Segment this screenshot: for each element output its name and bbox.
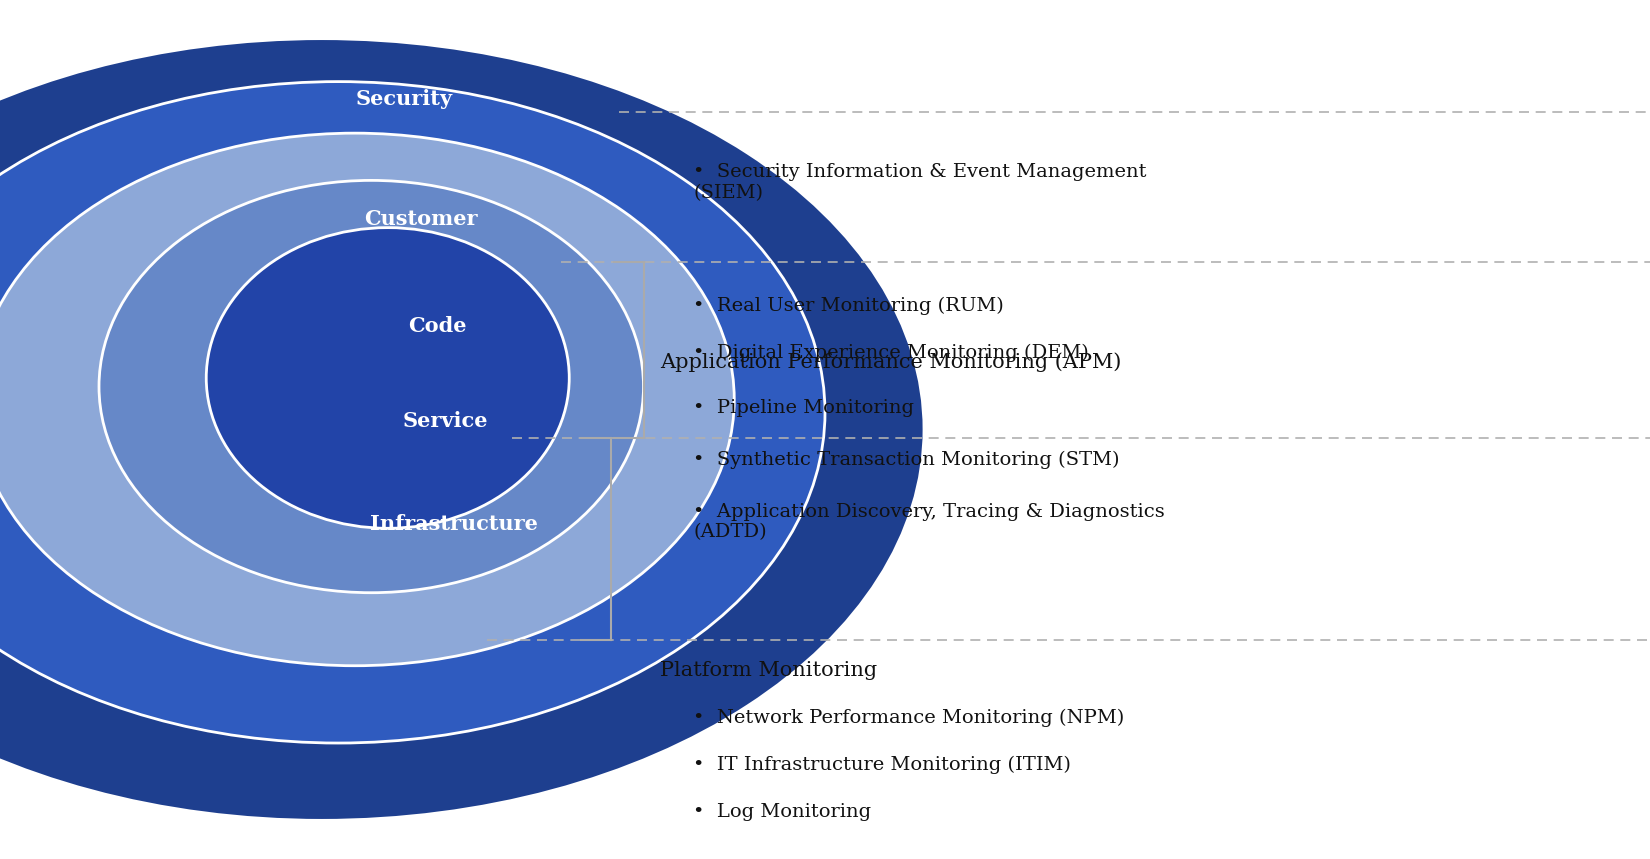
Text: •  Security Information & Event Management
(SIEM): • Security Information & Event Managemen…: [693, 163, 1147, 202]
Text: •  Application Discovery, Tracing & Diagnostics
(ADTD): • Application Discovery, Tracing & Diagn…: [693, 503, 1165, 541]
Ellipse shape: [99, 180, 644, 593]
Text: •  Pipeline Monitoring: • Pipeline Monitoring: [693, 399, 914, 417]
Text: Platform Monitoring: Platform Monitoring: [660, 661, 878, 680]
Text: Code: Code: [408, 316, 467, 337]
Text: •  Real User Monitoring (RUM): • Real User Monitoring (RUM): [693, 296, 1003, 314]
Text: Security: Security: [356, 88, 452, 109]
Ellipse shape: [0, 133, 734, 666]
Ellipse shape: [0, 39, 924, 820]
Text: Application Performance Monitoring (APM): Application Performance Monitoring (APM): [660, 352, 1122, 372]
Text: Service: Service: [403, 411, 488, 431]
Text: •  Digital Experience Monitoring (DEM): • Digital Experience Monitoring (DEM): [693, 344, 1089, 362]
Text: •  IT Infrastructure Monitoring (ITIM): • IT Infrastructure Monitoring (ITIM): [693, 756, 1071, 774]
Text: Customer: Customer: [365, 209, 477, 229]
Text: •  Network Performance Monitoring (NPM): • Network Performance Monitoring (NPM): [693, 709, 1124, 727]
Text: Infrastructure: Infrastructure: [370, 514, 538, 534]
Ellipse shape: [206, 228, 569, 528]
Text: •  Synthetic Transaction Monitoring (STM): • Synthetic Transaction Monitoring (STM): [693, 451, 1119, 469]
Ellipse shape: [0, 82, 825, 743]
Text: •  Log Monitoring: • Log Monitoring: [693, 803, 871, 821]
